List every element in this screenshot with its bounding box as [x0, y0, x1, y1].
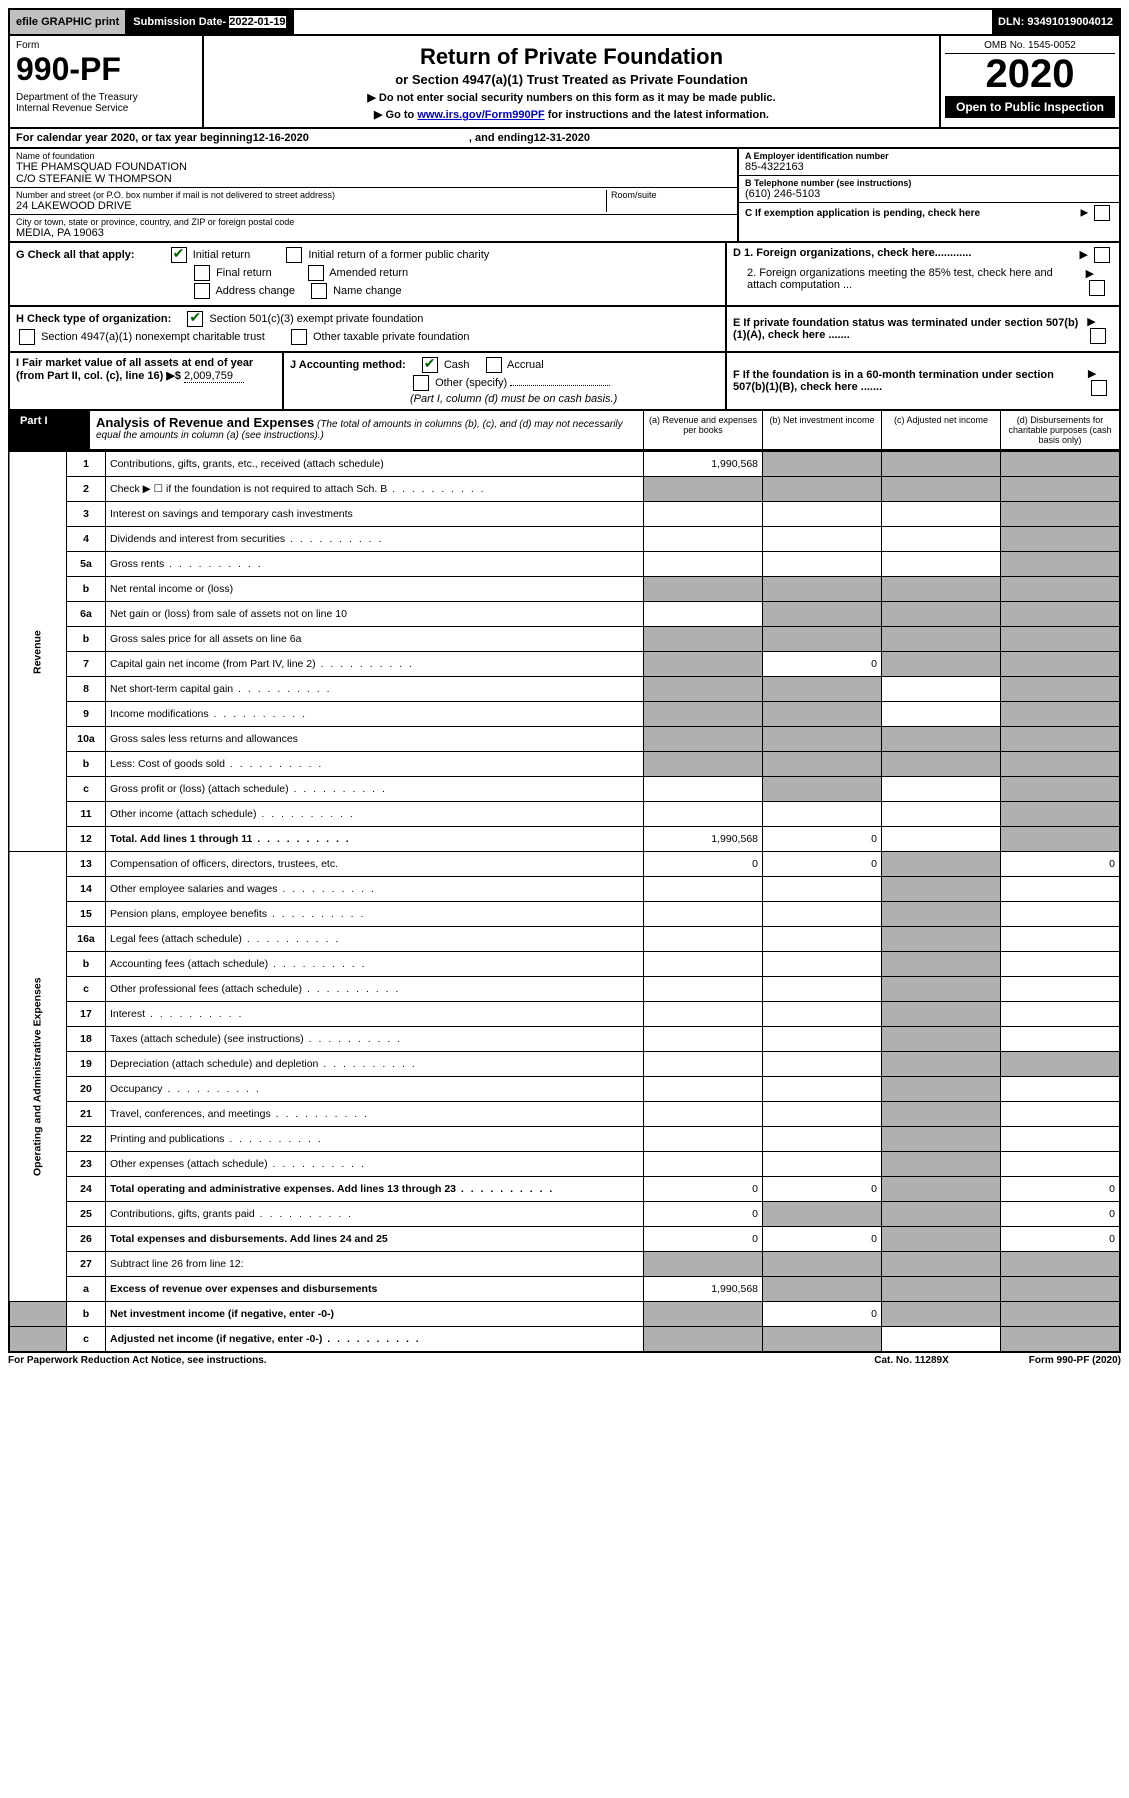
form-number: 990-PF — [16, 51, 196, 88]
ein-value: 85-4322163 — [745, 161, 1113, 173]
accrual-checkbox[interactable] — [486, 357, 502, 373]
irs-link[interactable]: www.irs.gov/Form990PF — [417, 109, 544, 121]
part-1-title: Analysis of Revenue and Expenses — [96, 415, 314, 430]
d2-label: 2. Foreign organizations meeting the 85%… — [733, 267, 1086, 296]
footer-mid: Cat. No. 11289X — [874, 1355, 948, 1366]
part-1-tag: Part I — [10, 411, 90, 449]
form-label: Form — [16, 40, 196, 51]
d1-label: D 1. Foreign organizations, check here..… — [733, 247, 971, 263]
col-a-header: (a) Revenue and expenses per books — [643, 411, 762, 449]
4947a1-checkbox[interactable] — [19, 329, 35, 345]
submission-date-value: 2022-01-19 — [229, 16, 285, 28]
cash-checkbox[interactable] — [422, 357, 438, 373]
instruction-2-pre: ▶ Go to — [374, 109, 417, 121]
calendar-year-row: For calendar year 2020, or tax year begi… — [8, 129, 1121, 149]
name-change-checkbox[interactable] — [311, 283, 327, 299]
j-note: (Part I, column (d) must be on cash basi… — [410, 393, 719, 405]
d1-checkbox[interactable] — [1094, 247, 1110, 263]
submission-date-label: Submission Date - 2022-01-19 — [127, 10, 293, 34]
form-title: Return of Private Foundation — [210, 44, 933, 70]
footer-right: Form 990-PF (2020) — [1029, 1355, 1121, 1366]
col-b-header: (b) Net investment income — [762, 411, 881, 449]
street-address: 24 LAKEWOOD DRIVE — [16, 200, 606, 212]
top-bar: efile GRAPHIC print Submission Date - 20… — [8, 8, 1121, 36]
open-to-public: Open to Public Inspection — [945, 96, 1115, 118]
part-1-header: Part I Analysis of Revenue and Expenses … — [8, 411, 1121, 451]
j-label: J Accounting method: — [290, 359, 406, 371]
e-label: E If private foundation status was termi… — [733, 317, 1087, 341]
501c3-checkbox[interactable] — [187, 311, 203, 327]
revenue-side-label: Revenue — [9, 452, 67, 852]
tax-year: 2020 — [945, 54, 1115, 94]
col-c-header: (c) Adjusted net income — [881, 411, 1000, 449]
other-method-checkbox[interactable] — [413, 375, 429, 391]
telephone-label: B Telephone number (see instructions) — [745, 178, 1113, 188]
g-d-row: G Check all that apply: Initial return I… — [8, 243, 1121, 307]
instruction-1: ▶ Do not enter social security numbers o… — [210, 91, 933, 104]
f-checkbox[interactable] — [1091, 380, 1107, 396]
name-label: Name of foundation — [16, 151, 731, 161]
room-label: Room/suite — [611, 190, 731, 200]
expenses-side-label: Operating and Administrative Expenses — [9, 852, 67, 1302]
g-label: G Check all that apply: — [16, 249, 135, 261]
page-footer: For Paperwork Reduction Act Notice, see … — [8, 1353, 1121, 1368]
col-d-header: (d) Disbursements for charitable purpose… — [1000, 411, 1119, 449]
instruction-2-post: for instructions and the latest informat… — [548, 109, 769, 121]
main-table: Revenue 1Contributions, gifts, grants, e… — [8, 451, 1121, 1353]
h-e-row: H Check type of organization: Section 50… — [8, 307, 1121, 353]
city-state-zip: MEDIA, PA 19063 — [16, 227, 731, 239]
f-label: F If the foundation is in a 60-month ter… — [733, 369, 1088, 393]
footer-left: For Paperwork Reduction Act Notice, see … — [8, 1355, 267, 1366]
d2-checkbox[interactable] — [1089, 280, 1105, 296]
foundation-name-1: THE PHAMSQUAD FOUNDATION — [16, 161, 731, 173]
amended-return-checkbox[interactable] — [308, 265, 324, 281]
e-checkbox[interactable] — [1090, 328, 1106, 344]
i-j-f-row: I Fair market value of all assets at end… — [8, 353, 1121, 411]
telephone-value: (610) 246-5103 — [745, 188, 1113, 200]
other-taxable-checkbox[interactable] — [291, 329, 307, 345]
ein-label: A Employer identification number — [745, 151, 1113, 161]
i-value: 2,009,759 — [184, 370, 244, 383]
h-label: H Check type of organization: — [16, 313, 171, 325]
initial-former-checkbox[interactable] — [286, 247, 302, 263]
efile-print-button[interactable]: efile GRAPHIC print — [10, 10, 127, 34]
dln: DLN: 93491019004012 — [992, 10, 1119, 34]
year-begin: 12-16-2020 — [253, 132, 309, 144]
form-subtitle: or Section 4947(a)(1) Trust Treated as P… — [210, 72, 933, 87]
year-end: 12-31-2020 — [534, 132, 590, 144]
department: Department of the Treasury Internal Reve… — [16, 92, 196, 114]
initial-return-checkbox[interactable] — [171, 247, 187, 263]
address-label: Number and street (or P.O. box number if… — [16, 190, 606, 200]
form-header: Form 990-PF Department of the Treasury I… — [8, 36, 1121, 129]
c-checkbox[interactable] — [1094, 205, 1110, 221]
info-block: Name of foundation THE PHAMSQUAD FOUNDAT… — [8, 149, 1121, 243]
foundation-name-2: C/O STEFANIE W THOMPSON — [16, 173, 731, 185]
address-change-checkbox[interactable] — [194, 283, 210, 299]
final-return-checkbox[interactable] — [194, 265, 210, 281]
c-label: C If exemption application is pending, c… — [745, 208, 980, 219]
city-label: City or town, state or province, country… — [16, 217, 731, 227]
